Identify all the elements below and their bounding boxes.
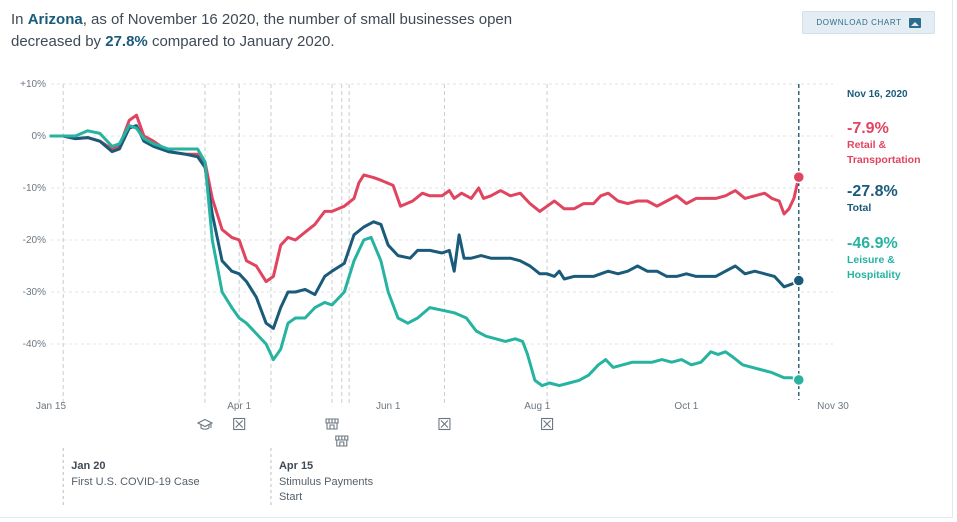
x-box-icon <box>541 417 554 431</box>
x-box-icon <box>233 417 246 431</box>
x-tick-label: Oct 1 <box>674 401 698 412</box>
series-endpoint-marker <box>792 373 806 387</box>
series-endpoint-marker <box>792 170 806 184</box>
headline-state: Arizona <box>27 11 83 28</box>
series-endpoint-marker <box>792 274 806 287</box>
x-tick-label: Jun 1 <box>376 401 401 412</box>
annotation-date: Jan 20 <box>71 460 105 472</box>
legend-series-name: Leisure & <box>847 254 895 266</box>
image-icon <box>908 17 921 28</box>
y-tick-label: -30% <box>23 287 46 298</box>
x-tick-label: Jan 15 <box>36 401 66 412</box>
headline-suffix: compared to January 2020. <box>147 33 335 50</box>
storefront-icon <box>325 418 339 430</box>
headline-prefix: In <box>11 11 28 28</box>
headline-change: 27.8% <box>105 33 148 50</box>
legend-series-name: Retail & <box>847 139 887 151</box>
legend-date: Nov 16, 2020 <box>847 89 908 100</box>
legend-value: -46.9% <box>847 235 898 252</box>
x-box-icon-mark <box>440 420 449 428</box>
x-box-icon <box>438 417 451 431</box>
series-line <box>49 124 801 330</box>
annotation-date: Apr 15 <box>279 460 313 472</box>
x-box-icon-mark <box>235 420 244 428</box>
storefront-icon <box>335 435 349 447</box>
graduation-cap-icon <box>196 418 214 430</box>
series-line <box>49 113 801 284</box>
headline: In Arizona, as of November 16 2020, the … <box>11 9 571 53</box>
y-tick-label: -20% <box>23 235 46 246</box>
legend-series-name: Hospitality <box>847 269 901 281</box>
y-tick-label: 0% <box>32 131 47 142</box>
x-box-icon-mark <box>543 420 551 428</box>
legend-series-name: Total <box>847 202 871 214</box>
y-tick-label: -40% <box>23 339 46 350</box>
download-chart-label: DOWNLOAD CHART <box>816 18 902 27</box>
y-tick-label: +10% <box>20 79 46 90</box>
annotation-text: Stimulus Payments <box>279 476 374 488</box>
legend-value: -7.9% <box>847 120 889 137</box>
annotation-text: Start <box>279 491 302 503</box>
legend-series-name: Transportation <box>847 154 921 166</box>
y-tick-label: -10% <box>23 183 46 194</box>
series-line <box>49 124 801 388</box>
download-chart-button[interactable]: DOWNLOAD CHART <box>802 11 935 34</box>
legend-value: -27.8% <box>847 183 898 200</box>
x-tick-label: Aug 1 <box>524 401 551 412</box>
x-tick-label: Nov 30 <box>817 401 849 412</box>
x-tick-label: Apr 1 <box>227 401 251 412</box>
annotation-text: First U.S. COVID-19 Case <box>71 476 199 488</box>
headline-middle: , as of November 16 2020, the number of … <box>11 11 513 50</box>
